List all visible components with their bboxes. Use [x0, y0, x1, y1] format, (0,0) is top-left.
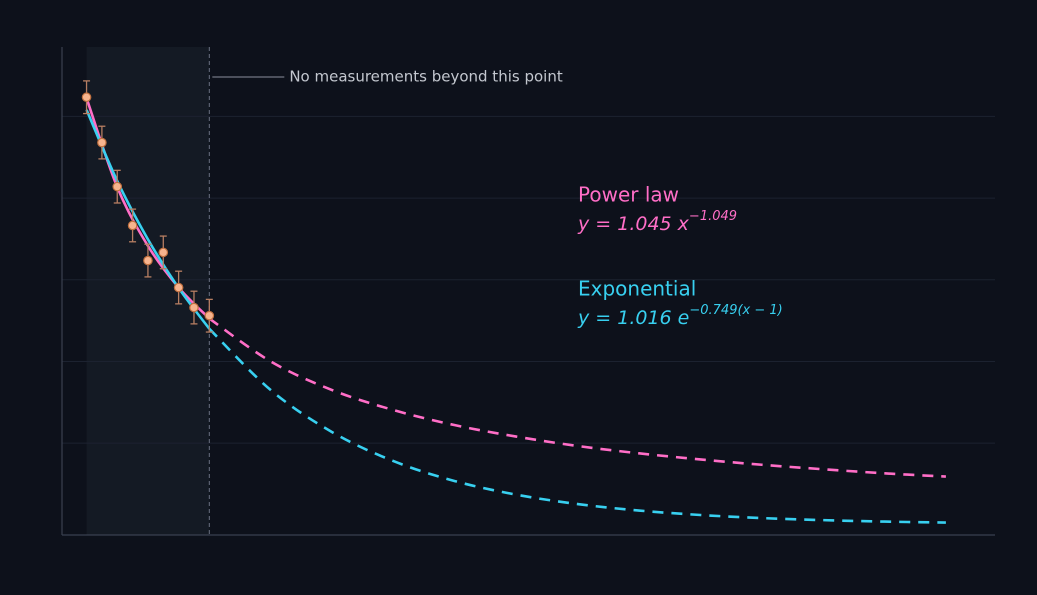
data-point — [204, 310, 215, 321]
data-point — [143, 255, 153, 266]
data-point — [112, 181, 123, 192]
annotation: No measurements beyond this point — [289, 68, 563, 86]
fit-name: Power law — [578, 183, 679, 207]
data-point — [158, 247, 169, 258]
data-point — [127, 220, 138, 231]
fit-line-dashed — [208, 327, 946, 524]
fit-line-dashed — [208, 317, 946, 478]
equation-base: y = 1.045 x — [577, 213, 690, 235]
equation-exponent: −0.749(x − 1) — [689, 303, 782, 318]
measured-region — [86, 47, 210, 535]
fit-line-solid — [85, 109, 211, 330]
data-point — [189, 302, 199, 313]
data-point — [173, 282, 184, 293]
data-point — [81, 92, 92, 103]
fit-name: Exponential — [578, 277, 696, 301]
fit-equation: y = 1.016 e−0.749(x − 1) — [577, 303, 783, 329]
data-point — [97, 137, 107, 148]
equation-base: y = 1.016 e — [577, 307, 689, 329]
fit-equation: y = 1.045 x−1.049 — [577, 209, 737, 235]
equation-exponent: −1.049 — [689, 209, 737, 224]
